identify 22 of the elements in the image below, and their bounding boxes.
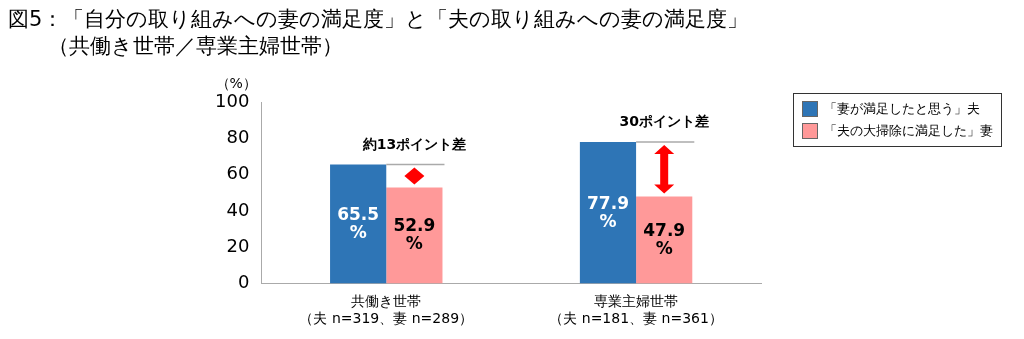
data-label: 65.5% [337,203,380,242]
y-tick-label: 20 [226,234,250,256]
y-tick-label: 40 [226,198,250,220]
bar [330,164,387,284]
x-tick-label: 専業主婦世帯（夫 n=181、妻 n=361） [549,293,723,327]
annotation: 30ポイント差 [619,113,709,130]
y-tick-label: 80 [226,125,250,147]
bar [386,187,443,284]
chart-title: 図5：「自分の取り組みへの妻の満足度」と「夫の取り組みへの妻の満足度」 [8,6,749,33]
legend-label: 「妻が満足したと思う」夫 [824,100,980,118]
data-label: 52.9% [393,215,436,254]
data-label: 47.9% [643,219,686,258]
legend-label: 「夫の大掃除に満足した」妻 [824,122,993,140]
y-tick-label: 60 [226,162,250,184]
x-tick-label: 共働き世帯（夫 n=319、妻 n=289） [299,293,474,327]
y-axis-title: （%） [215,75,257,91]
y-tick-label: 0 [237,271,250,293]
data-label: 77.9% [587,192,629,231]
bar [579,142,637,284]
annotation: 約13ポイント差 [361,135,467,152]
bar [636,196,693,284]
chart-subtitle: （共働き世帯／専業主婦世帯） [47,33,344,60]
